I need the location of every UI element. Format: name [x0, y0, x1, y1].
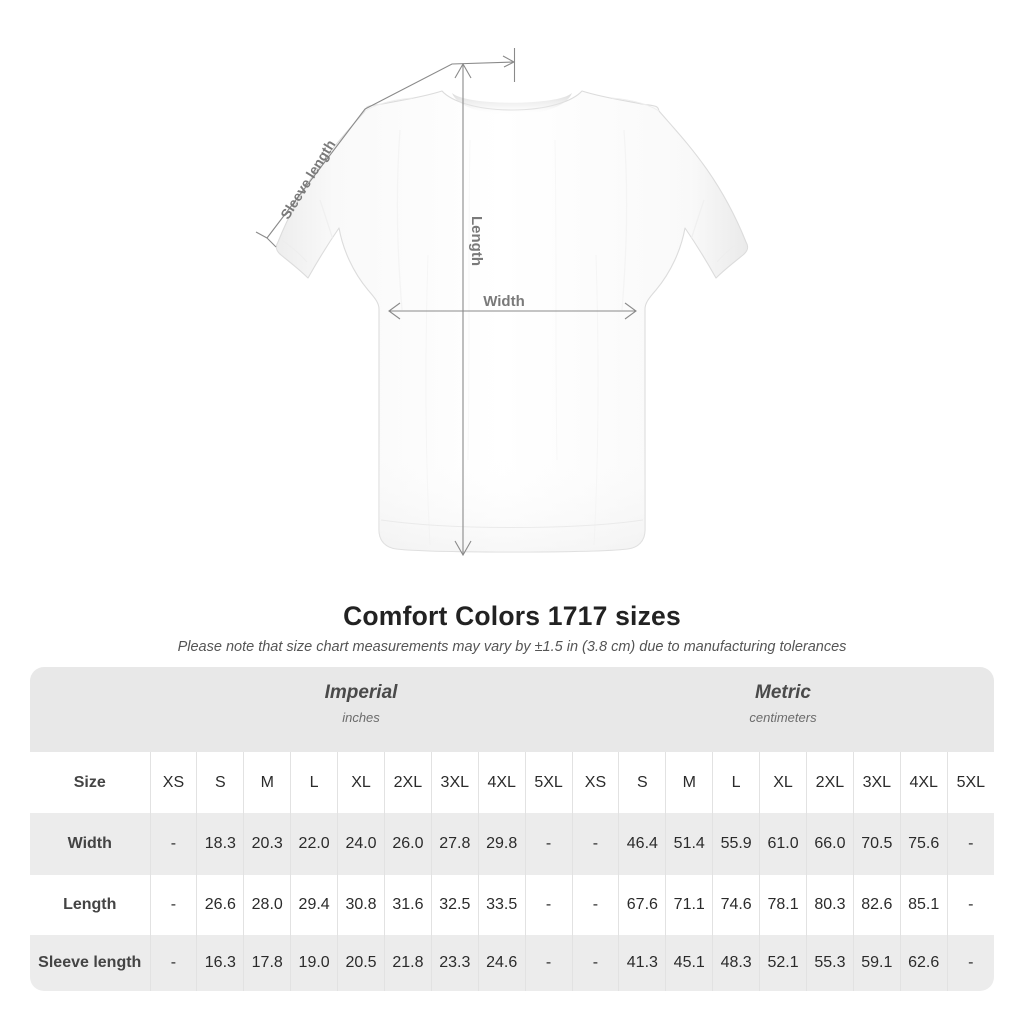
svg-text:Width: Width [483, 293, 525, 310]
svg-text:Length: Length [468, 216, 485, 266]
